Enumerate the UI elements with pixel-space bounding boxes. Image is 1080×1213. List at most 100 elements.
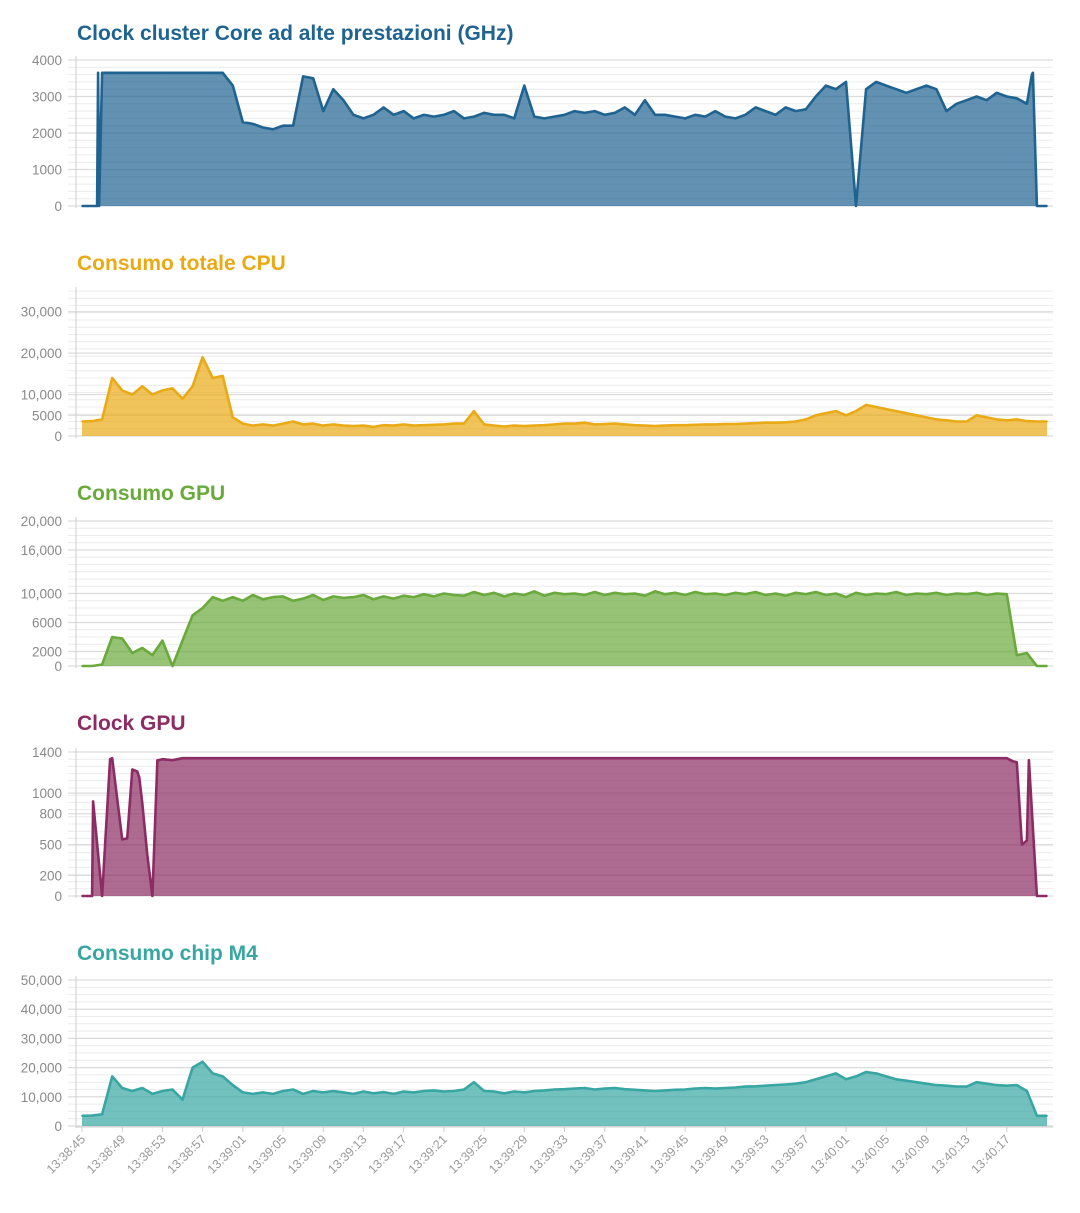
data-point: [91, 665, 93, 667]
data-point: [422, 593, 425, 596]
data-point: [865, 404, 867, 406]
data-point: [754, 1085, 757, 1088]
data-point: [694, 1087, 697, 1090]
data-point: [241, 422, 244, 425]
data-point: [151, 393, 154, 396]
data-point: [392, 1093, 395, 1095]
data-point: [744, 593, 747, 596]
data-point: [684, 424, 686, 427]
data-point: [694, 591, 697, 593]
data-point: [603, 423, 606, 425]
data-point: [985, 99, 988, 102]
data-point: [282, 1090, 284, 1092]
data-point: [453, 422, 455, 425]
data-point: [262, 1091, 264, 1094]
x-tick-label: 13:40:09: [888, 1132, 932, 1176]
data-point: [754, 591, 757, 593]
y-tick-label: 4000: [32, 53, 62, 68]
data-point: [322, 1091, 325, 1094]
data-point: [161, 389, 164, 392]
data-point: [81, 420, 83, 423]
data-point: [915, 414, 918, 417]
data-point: [211, 377, 214, 379]
y-tick-label: 10,000: [21, 587, 62, 602]
data-point: [352, 425, 355, 427]
y-tick-label: 10,000: [21, 388, 62, 403]
data-point: [432, 1089, 435, 1092]
x-tick-label: 13:40:17: [969, 1132, 1013, 1176]
x-tick-label: 13:39:17: [365, 1132, 409, 1176]
data-point: [563, 593, 566, 596]
data-point: [553, 115, 556, 118]
data-point: [241, 1091, 244, 1094]
data-point: [573, 1087, 576, 1090]
data-point: [141, 385, 144, 388]
data-point: [664, 424, 666, 427]
data-point: [674, 591, 676, 594]
data-point: [1015, 418, 1018, 421]
y-tick-label: 1000: [32, 786, 62, 801]
data-point: [664, 593, 666, 596]
data-point: [714, 423, 717, 426]
data-point: [109, 758, 111, 761]
chart-panel: Consumo chip M4 50,000 40,000 30,000 20,000 1…: [21, 942, 1053, 1134]
data-point: [1046, 665, 1048, 667]
data-point: [684, 594, 686, 596]
data-point: [211, 596, 214, 598]
data-point: [382, 1091, 385, 1093]
data-point: [1028, 759, 1030, 762]
data-point: [332, 595, 335, 598]
data-point: [372, 598, 375, 601]
data-point: [764, 594, 767, 596]
data-point: [533, 424, 536, 427]
data-point: [126, 837, 129, 840]
data-point: [935, 88, 938, 91]
data-point: [136, 770, 139, 773]
x-tick-label: 13:39:41: [607, 1132, 651, 1176]
data-point: [905, 412, 908, 415]
data-point: [201, 356, 204, 359]
data-point: [81, 1114, 83, 1117]
data-point: [332, 1090, 335, 1092]
data-point: [272, 128, 274, 131]
data-point: [97, 71, 99, 74]
data-point: [473, 591, 475, 593]
data-point: [1005, 1084, 1008, 1087]
data-point: [603, 594, 606, 596]
y-tick-label: 200: [39, 868, 62, 883]
data-point: [362, 424, 365, 427]
data-point: [845, 414, 847, 417]
data-point: [141, 647, 144, 649]
data-point: [995, 592, 998, 595]
y-tick-label: 0: [54, 1119, 62, 1134]
data-point: [282, 757, 284, 760]
data-point: [583, 112, 586, 114]
data-point: [252, 424, 254, 427]
chart-panel: Clock GPU 1400 1000 800 500 200 0: [32, 712, 1053, 904]
data-point: [151, 654, 154, 656]
data-point: [392, 597, 395, 600]
data-point: [312, 77, 315, 80]
data-point: [372, 1092, 375, 1095]
data-point: [905, 91, 908, 94]
data-point: [181, 639, 184, 642]
data-point: [533, 590, 536, 593]
x-tick-label: 13:39:21: [406, 1132, 450, 1176]
data-point: [794, 591, 797, 594]
x-tick-label: 13:38:49: [84, 1132, 128, 1176]
data-point: [181, 71, 184, 74]
data-point: [1046, 1114, 1048, 1117]
data-point: [201, 71, 204, 74]
data-point: [201, 1060, 204, 1063]
data-point: [111, 636, 114, 638]
data-point: [513, 424, 516, 427]
data-point: [623, 423, 626, 426]
data-point: [121, 1087, 124, 1089]
data-point: [724, 1087, 727, 1089]
data-point: [855, 1075, 857, 1078]
data-point: [563, 1088, 566, 1091]
data-point: [503, 1092, 506, 1095]
data-point: [473, 115, 475, 118]
data-point: [764, 421, 767, 424]
